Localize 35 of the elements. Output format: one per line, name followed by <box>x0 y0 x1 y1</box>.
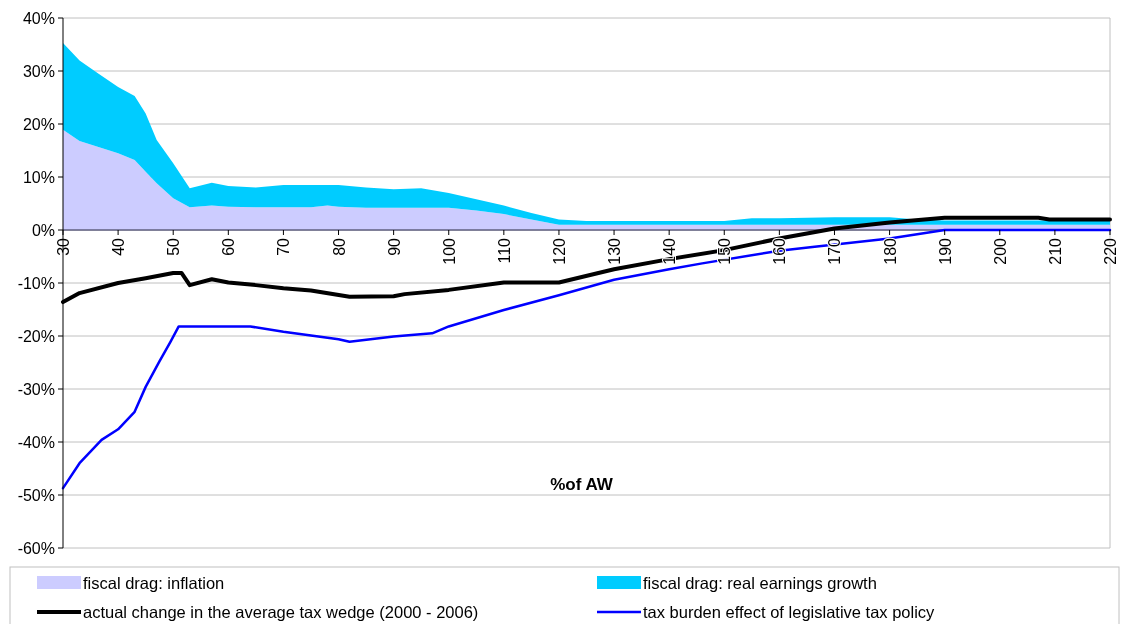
y-tick-label: -60% <box>17 540 55 557</box>
x-tick-label: 70 <box>275 237 293 256</box>
x-tick-label: 120 <box>550 237 568 265</box>
x-tick-label: 50 <box>165 237 183 256</box>
y-tick-label: -30% <box>17 381 55 398</box>
x-tick-label: 90 <box>385 237 403 256</box>
x-tick-label: 200 <box>991 237 1009 265</box>
x-tick-label: 220 <box>1102 237 1119 265</box>
x-tick-label: 170 <box>826 237 844 265</box>
x-tick-label: 190 <box>936 237 954 265</box>
legend-label: fiscal drag: inflation <box>83 574 225 592</box>
y-tick-label: 30% <box>22 63 55 80</box>
x-tick-label: 210 <box>1046 237 1064 265</box>
y-tick-label: 0% <box>31 222 55 239</box>
y-tick-label: 20% <box>22 116 55 133</box>
x-tick-label: 130 <box>606 237 624 265</box>
x-tick-label: 100 <box>440 237 458 265</box>
x-tick-label: 180 <box>881 237 899 265</box>
x-axis-title: %of AW <box>550 475 614 495</box>
legend-label: actual change in the average tax wedge (2000 - 2006) <box>83 603 479 621</box>
x-tick-label: 40 <box>110 237 128 256</box>
x-tick-label: 80 <box>330 237 348 256</box>
legend-label: tax burden effect of legislative tax policy <box>643 603 936 621</box>
y-tick-label: 40% <box>22 10 55 27</box>
x-tick-label: 110 <box>495 237 513 264</box>
y-tick-label: -50% <box>17 487 55 504</box>
y-tick-label: -20% <box>17 328 55 345</box>
y-tick-label: 10% <box>22 169 55 186</box>
x-tick-label: 30 <box>55 237 72 256</box>
y-tick-label: -40% <box>17 434 55 451</box>
y-tick-label: -10% <box>17 275 55 292</box>
x-tick-label: 140 <box>661 237 679 265</box>
x-tick-label: 160 <box>771 237 789 265</box>
x-tick-label: 60 <box>220 237 238 256</box>
legend-label: fiscal drag: real earnings growth <box>643 574 877 592</box>
